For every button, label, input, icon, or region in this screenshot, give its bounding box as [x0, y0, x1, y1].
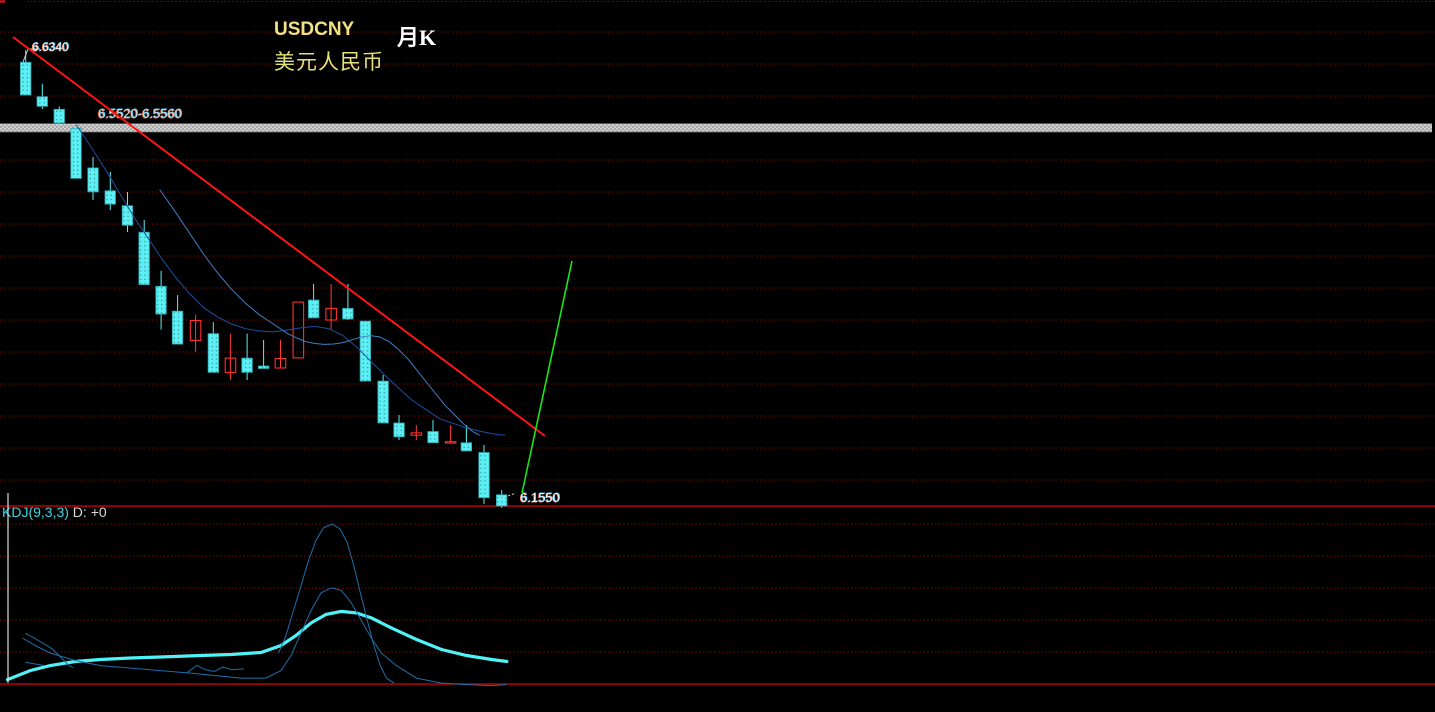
svg-text:6.6340: 6.6340	[32, 40, 69, 54]
svg-text:USDCNY: USDCNY	[274, 19, 355, 40]
svg-text:KDJ(9,3,3) D: +0: KDJ(9,3,3) D: +0	[2, 504, 107, 520]
svg-text:6.5520-6.5560: 6.5520-6.5560	[98, 106, 182, 121]
svg-text:月K: 月K	[396, 25, 436, 50]
svg-text:6.1550: 6.1550	[520, 490, 560, 505]
svg-text:美元人民币: 美元人民币	[274, 51, 384, 74]
